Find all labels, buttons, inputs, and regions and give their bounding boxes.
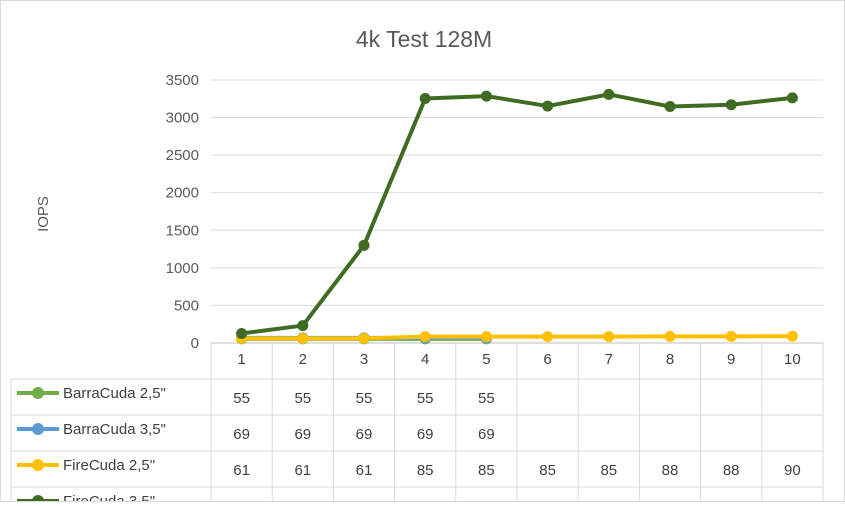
table-cell-value: 61 xyxy=(356,462,373,479)
table-cell-value: 3286 xyxy=(470,498,503,501)
legend-key-marker xyxy=(32,459,44,471)
legend-entry: FireCuda 2,5" xyxy=(63,457,155,474)
y-tick-label: 0 xyxy=(191,335,199,352)
data-point xyxy=(419,331,431,343)
chart-title: 4k Test 128M xyxy=(356,26,492,52)
table-cell-value: 69 xyxy=(417,426,434,443)
data-point xyxy=(358,239,370,251)
x-tick-label: 7 xyxy=(605,351,613,368)
y-tick-labels: 0 500 1000 1500 2000 2500 3000 3500 xyxy=(166,72,199,352)
table-cell-value: 55 xyxy=(356,390,373,407)
series-line xyxy=(241,334,793,341)
table-cell-value: 90 xyxy=(784,462,801,479)
table-cell-value: 88 xyxy=(723,462,740,479)
data-point xyxy=(358,332,370,344)
table-cell-value: 61 xyxy=(233,462,250,479)
data-point xyxy=(786,92,798,104)
data-point xyxy=(542,100,554,112)
data-point xyxy=(725,99,737,111)
data-point xyxy=(480,331,492,343)
table-cell-value: 55 xyxy=(478,390,495,407)
y-tick-label: 3500 xyxy=(166,72,199,89)
table-cell-value: 69 xyxy=(233,426,250,443)
data-point xyxy=(236,328,248,340)
table-cell-value: 3309 xyxy=(592,498,625,501)
legend-key-marker xyxy=(32,423,44,435)
table-cell-value: 3171 xyxy=(715,498,748,501)
x-tick-label: 8 xyxy=(666,351,674,368)
x-tick-label: 4 xyxy=(421,351,429,368)
y-tick-label: 1500 xyxy=(166,222,199,239)
data-point xyxy=(297,320,309,332)
table-cell-value: 3254 xyxy=(409,498,442,501)
y-tick-label: 1000 xyxy=(166,260,199,277)
x-tick-label: 6 xyxy=(543,351,551,368)
table-cell-value: 69 xyxy=(478,426,495,443)
series-line-group xyxy=(236,330,798,344)
table-cell-value: 1300 xyxy=(347,498,380,501)
data-point xyxy=(419,92,431,104)
legend-entry: BarraCuda 3,5" xyxy=(63,421,166,438)
table-cell-value: 126 xyxy=(229,498,254,501)
x-tick-label: 9 xyxy=(727,351,735,368)
data-point xyxy=(297,332,309,344)
data-point xyxy=(603,88,615,100)
data-point xyxy=(664,101,676,113)
data-point xyxy=(664,330,676,342)
x-tick-label: 10 xyxy=(784,351,801,368)
data-table: 1 2 3 4 5 6 7 8 9 10 BarraCuda 2,5" 55 55 55 55 55 Barra… xyxy=(10,342,824,506)
table-cell-value: 55 xyxy=(417,390,434,407)
legend-entry: FireCuda 3,5" xyxy=(63,493,155,501)
table-cell-value: 3153 xyxy=(531,498,564,501)
table-cell-value: 55 xyxy=(233,390,250,407)
y-tick-label: 2000 xyxy=(166,185,199,202)
data-point xyxy=(542,331,554,343)
table-cell-value: 85 xyxy=(478,462,495,479)
table-cell-value: 85 xyxy=(417,462,434,479)
x-tick-label: 5 xyxy=(482,351,490,368)
gridlines xyxy=(211,79,823,306)
legend-entry: BarraCuda 2,5" xyxy=(63,385,166,402)
x-tick-label: 3 xyxy=(360,351,368,368)
y-tick-label: 3000 xyxy=(166,110,199,127)
data-point xyxy=(480,90,492,102)
data-point xyxy=(603,331,615,343)
table-cell-value: 69 xyxy=(294,426,311,443)
y-tick-label: 500 xyxy=(174,297,199,314)
y-tick-label: 2500 xyxy=(166,147,199,164)
table-cell-value: 232 xyxy=(290,498,315,501)
data-point xyxy=(786,330,798,342)
table-cell-value: 85 xyxy=(539,462,556,479)
legend-key-marker xyxy=(32,495,44,506)
series-group xyxy=(236,88,798,345)
table-cell-value: 61 xyxy=(294,462,311,479)
series-line-group xyxy=(236,88,798,340)
data-point xyxy=(725,330,737,342)
table-cell-value: 69 xyxy=(356,426,373,443)
y-axis-label: IOPS xyxy=(35,196,52,232)
table-cell-value: 55 xyxy=(294,390,311,407)
table-cell-value: 3262 xyxy=(776,498,809,501)
table-cell-value: 85 xyxy=(600,462,617,479)
x-tick-label: 1 xyxy=(237,351,245,368)
table-cell-value: 88 xyxy=(662,462,679,479)
x-tick-label: 2 xyxy=(299,351,307,368)
legend-key-marker xyxy=(32,387,44,399)
table-cell-value: 3147 xyxy=(653,498,686,501)
series-line xyxy=(241,92,793,336)
